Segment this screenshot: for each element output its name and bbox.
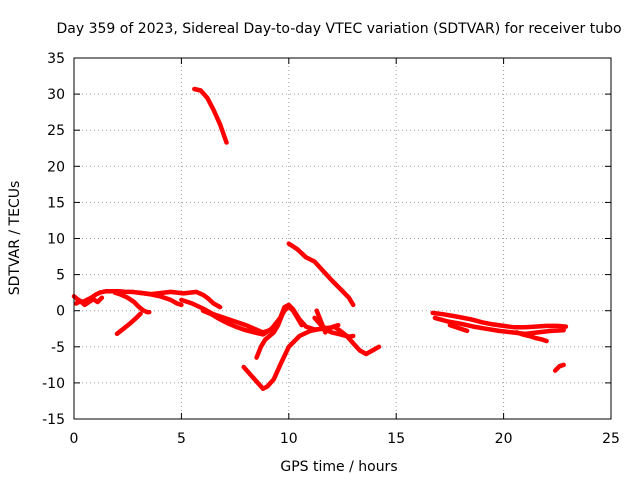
y-tick-label: 30 bbox=[47, 87, 65, 103]
y-tick-label: 25 bbox=[47, 123, 65, 139]
x-tick-label: 5 bbox=[177, 431, 186, 447]
series-trace-13 bbox=[286, 241, 356, 308]
y-tick-label: -5 bbox=[51, 340, 65, 356]
grid-lines bbox=[74, 58, 611, 419]
series-trace-4 bbox=[114, 311, 143, 337]
series-trace-12 bbox=[192, 86, 229, 145]
series-trace-15 bbox=[432, 315, 566, 337]
y-tick-label: -10 bbox=[42, 376, 65, 392]
series-trace-11 bbox=[314, 308, 328, 335]
data-series bbox=[71, 86, 569, 391]
series-trace-14 bbox=[430, 310, 569, 330]
series-trace-2 bbox=[73, 295, 105, 308]
series-trace-3 bbox=[112, 290, 152, 315]
y-tick-label: 5 bbox=[56, 268, 65, 284]
y-tick-label: 20 bbox=[47, 159, 65, 175]
y-tick-label: -15 bbox=[42, 412, 65, 428]
y-tick-label: 10 bbox=[47, 232, 65, 248]
axis-ticks: 0 5 10 15 20 25 -15 -10 -5 0 5 10 15 20 25 30 35 bbox=[42, 51, 620, 447]
y-tick-label: 35 bbox=[47, 51, 65, 67]
series-trace-17 bbox=[514, 330, 549, 344]
series-trace-5 bbox=[136, 290, 184, 308]
chart-title: Day 359 of 2023, Sidereal Day-to-day VTE… bbox=[56, 21, 621, 37]
y-axis-label: SDTVAR / TECUs bbox=[7, 181, 23, 296]
y-tick-label: 0 bbox=[56, 304, 65, 320]
series-trace-8 bbox=[254, 312, 285, 360]
y-tick-label: 15 bbox=[47, 195, 65, 211]
x-tick-label: 10 bbox=[280, 431, 298, 447]
x-tick-label: 15 bbox=[387, 431, 405, 447]
x-tick-label: 25 bbox=[602, 431, 620, 447]
series-trace-18 bbox=[552, 362, 566, 373]
x-axis-label: GPS time / hours bbox=[280, 459, 397, 475]
x-tick-label: 0 bbox=[70, 431, 79, 447]
series-trace-9 bbox=[241, 322, 341, 391]
x-tick-label: 20 bbox=[495, 431, 513, 447]
series-trace-16 bbox=[447, 322, 470, 334]
